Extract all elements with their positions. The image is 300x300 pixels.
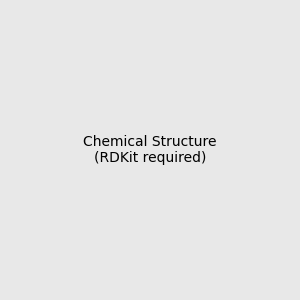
Text: Chemical Structure
(RDKit required): Chemical Structure (RDKit required) (83, 135, 217, 165)
